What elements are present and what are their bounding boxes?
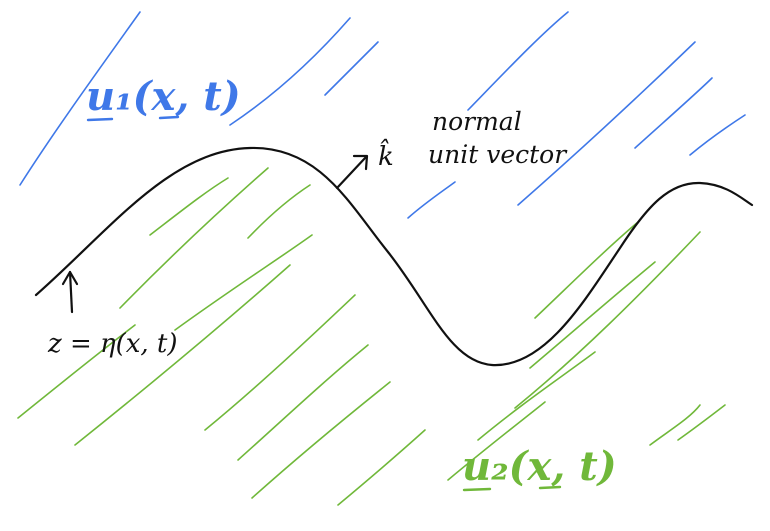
normal-vector-shaft xyxy=(335,155,368,190)
normal-vector-head xyxy=(352,154,369,171)
upper-hatch-line xyxy=(229,17,351,126)
lower-hatch-line xyxy=(529,261,656,369)
surface-pointer-arrow xyxy=(61,270,79,314)
lower-hatch-line xyxy=(447,401,546,481)
lower-hatch-line xyxy=(119,167,269,309)
lower-hatch-line xyxy=(237,344,369,461)
lower-position-underline xyxy=(538,485,562,490)
surface-equation-label: z = η(x, t) xyxy=(47,329,178,359)
lower-hatch-line xyxy=(149,177,229,236)
lower-hatch-line xyxy=(649,404,701,446)
upper-hatch-line xyxy=(407,181,456,219)
upper-fluid-hatching xyxy=(19,11,746,219)
lower-hatch-line xyxy=(17,324,136,419)
lower-hatch-line xyxy=(204,294,356,431)
lower-hatch-line xyxy=(247,184,311,239)
normal-symbol-label: k̂ xyxy=(378,138,394,172)
lower-hatch-line xyxy=(174,234,313,331)
normal-vector-arrow xyxy=(335,154,369,190)
lower-hatch-line xyxy=(514,231,701,409)
upper-velocity-label: u₁(x, t) xyxy=(86,73,241,120)
upper-hatch-line xyxy=(467,11,569,111)
normal-caption-line2: unit vector xyxy=(428,140,568,169)
lower-hatch-line xyxy=(677,404,726,441)
upper-hatch-line xyxy=(324,41,379,96)
surface-pointer-shaft xyxy=(68,270,74,314)
lower-hatch-line xyxy=(74,264,291,446)
interface-curve xyxy=(34,146,754,367)
lower-velocity-underline xyxy=(462,487,492,492)
lower-hatch-line xyxy=(477,351,596,441)
upper-hatch-line xyxy=(517,41,696,206)
lower-hatch-line xyxy=(534,221,639,319)
lower-velocity-label: u₂(x, t) xyxy=(462,443,617,490)
surface-pointer-head xyxy=(61,270,79,286)
upper-hatch-line xyxy=(689,114,746,156)
lower-hatch-line xyxy=(251,381,391,499)
lower-hatch-line xyxy=(337,429,426,506)
normal-caption-line1: normal xyxy=(432,107,522,136)
upper-hatch-line xyxy=(19,11,141,186)
upper-hatch-line xyxy=(634,77,713,149)
upper-position-underline xyxy=(158,115,180,120)
upper-velocity-underline xyxy=(86,117,114,122)
lower-fluid-hatching xyxy=(17,167,726,506)
